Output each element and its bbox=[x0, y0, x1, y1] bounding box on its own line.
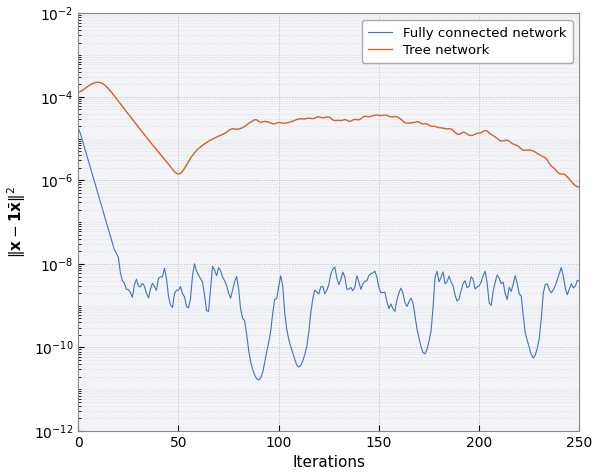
Line: Tree network: Tree network bbox=[78, 82, 579, 187]
Tree network bbox=[94, 79, 102, 85]
Line: Fully connected network: Fully connected network bbox=[78, 128, 579, 380]
Tree network bbox=[373, 112, 380, 118]
Tree network bbox=[273, 120, 280, 126]
X-axis label: Iterations: Iterations bbox=[292, 456, 365, 470]
Legend: Fully connected network, Tree network: Fully connected network, Tree network bbox=[362, 20, 573, 63]
Fully connected network bbox=[75, 125, 82, 131]
Fully connected network bbox=[255, 377, 263, 383]
Fully connected network bbox=[416, 335, 423, 341]
Fully connected network bbox=[379, 290, 386, 296]
Tree network bbox=[305, 115, 312, 121]
Y-axis label: $\|\mathbf{x} - \mathbf{1}\bar{\mathbf{x}}\|^2$: $\|\mathbf{x} - \mathbf{1}\bar{\mathbf{x… bbox=[5, 186, 28, 258]
Tree network bbox=[75, 89, 82, 95]
Fully connected network bbox=[373, 274, 380, 280]
Fully connected network bbox=[273, 296, 280, 301]
Tree network bbox=[379, 112, 386, 118]
Tree network bbox=[416, 119, 423, 125]
Fully connected network bbox=[576, 278, 583, 284]
Fully connected network bbox=[305, 330, 312, 336]
Tree network bbox=[453, 131, 460, 137]
Fully connected network bbox=[453, 298, 460, 304]
Tree network bbox=[576, 184, 583, 190]
